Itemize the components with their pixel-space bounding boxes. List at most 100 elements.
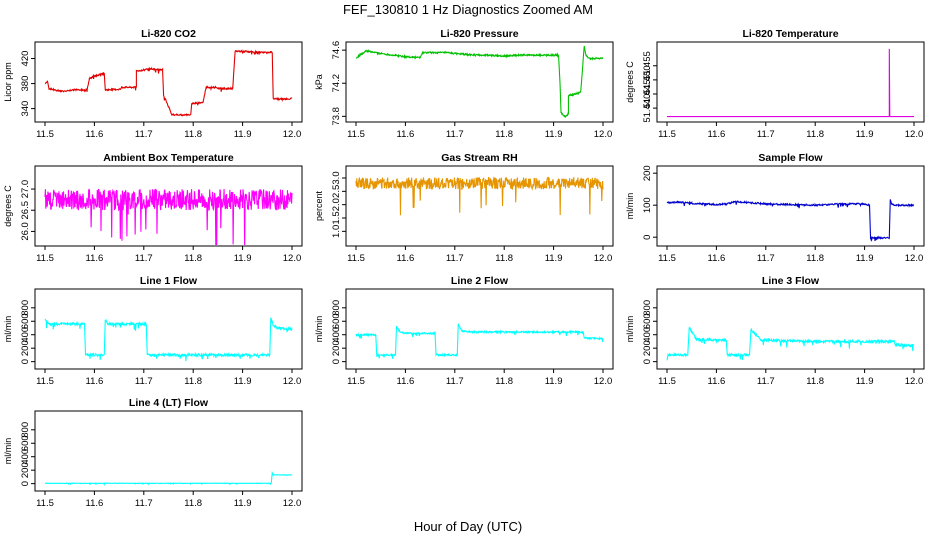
x-tick-label: 11.6 [86,498,104,509]
series-line [666,326,915,361]
y-tick-label: 200 [20,340,31,356]
panel-li-820-co2: Li-820 CO2 11.5 11.6 11.7 11.8 11.9 12.0 340 380… [3,28,303,140]
y-tick-label: 200 [642,340,653,356]
plot-frame [34,288,303,370]
y-tick-label: 380 [20,76,31,92]
x-tick-label: 11.6 [708,253,726,264]
y-tick-label: 600 [331,313,342,329]
plot-frame [34,165,303,247]
x-tick-label: 11.7 [135,376,153,387]
y-tick-label: 51.445 [642,79,653,108]
y-axis-label: percent [314,190,324,221]
x-tick-label: 11.6 [86,376,104,387]
x-tick-label: 11.5 [36,253,54,264]
y-axis-label: ml/min [3,316,13,343]
panel-line-4-lt-flow: Line 4 (LT) Flow 11.5 11.6 11.7 11.8 11.9 12.0… [3,397,303,509]
x-tick-label: 11.5 [347,253,365,264]
x-tick-label: 11.6 [397,253,415,264]
x-tick-label: 11.7 [757,129,775,140]
x-tick-label: 11.6 [708,129,726,140]
x-tick-label: 11.9 [545,129,563,140]
x-tick-label: 11.7 [135,129,153,140]
y-axis-label: Licor ppm [3,62,13,102]
x-tick-label: 11.8 [184,376,202,387]
panel-line-3-flow: Line 3 Flow 11.5 11.6 11.7 11.8 11.9 12.0 0 2004… [625,275,925,387]
x-tick-label: 11.5 [36,376,54,387]
x-tick-label: 11.7 [446,376,464,387]
x-tick-label: 11.6 [86,253,104,264]
x-tick-label: 12.0 [283,253,302,264]
y-tick-label: 1.5 [331,211,342,224]
y-tick-label: 0 [642,235,653,240]
x-tick-label: 11.6 [708,376,726,387]
x-tick-label: 11.5 [36,498,54,509]
x-tick-label: 12.0 [594,376,613,387]
x-tick-label: 11.5 [347,376,365,387]
x-tick-label: 11.9 [856,129,874,140]
y-axis-label: degrees C [625,61,635,103]
x-tick-label: 11.9 [234,498,252,509]
panel-gas-stream-rh: Gas Stream RH 11.5 11.6 11.7 11.8 11.9 12.0 1.0… [314,152,614,264]
plot-frame [34,410,303,492]
panel-title: Li-820 CO2 [141,28,196,40]
y-tick-label: 0 [20,481,31,486]
y-tick-label: 400 [331,327,342,343]
y-tick-label: 800 [20,422,31,438]
x-tick-label: 11.5 [36,129,54,140]
y-tick-label: 0 [331,359,342,364]
x-tick-label: 11.5 [658,376,676,387]
y-axis-label: ml/min [625,316,635,343]
x-tick-label: 11.7 [135,253,153,264]
x-tick-label: 11.8 [806,253,824,264]
y-tick-label: 200 [331,340,342,356]
y-tick-label: 26.0 [20,222,31,241]
x-tick-label: 12.0 [905,253,924,264]
y-tick-label: 340 [20,101,31,117]
series-line [355,45,604,118]
y-axis-label: ml/min [625,193,635,220]
panel-title: Li-820 Temperature [742,28,838,40]
x-tick-label: 11.7 [757,253,775,264]
plot-frame [345,41,614,123]
panel-title: Line 3 Flow [762,275,820,287]
plot-frame [345,165,614,247]
y-tick-label: 100 [642,197,653,213]
series-line [355,323,604,359]
y-tick-label: 3.0 [331,171,342,184]
y-axis-label: ml/min [3,438,13,465]
y-tick-label: 51.440 [642,94,653,123]
x-tick-label: 11.9 [234,129,252,140]
x-tick-label: 11.9 [545,376,563,387]
y-tick-label: 800 [642,300,653,316]
x-tick-label: 11.5 [658,253,676,264]
panel-title: Ambient Box Temperature [103,152,234,164]
x-tick-label: 11.8 [495,253,513,264]
x-tick-label: 12.0 [594,129,613,140]
y-tick-label: 26.5 [20,201,31,220]
y-tick-label: 74.6 [331,41,342,60]
y-axis-label: degrees C [3,185,13,227]
x-tick-label: 11.8 [184,129,202,140]
series-line [44,317,293,362]
y-tick-label: 420 [20,51,31,67]
x-tick-label: 12.0 [905,376,924,387]
plot-frame [656,165,925,247]
y-tick-label: 600 [20,435,31,451]
plot-frame [656,288,925,370]
x-tick-label: 11.6 [397,376,415,387]
y-tick-label: 74.2 [331,74,342,93]
x-tick-label: 12.0 [594,253,613,264]
x-tick-label: 11.8 [495,376,513,387]
x-tick-label: 11.9 [234,376,252,387]
y-tick-label: 27.0 [20,180,31,199]
y-tick-label: 2.5 [331,185,342,198]
y-tick-label: 200 [642,165,653,181]
y-tick-label: 800 [331,300,342,316]
panel-title: Line 2 Flow [451,275,509,287]
panel-title: Line 4 (LT) Flow [129,397,209,409]
y-tick-label: 1.0 [331,225,342,238]
x-tick-label: 11.7 [446,129,464,140]
x-tick-label: 11.8 [806,129,824,140]
y-tick-label: 51.455 [642,51,653,80]
